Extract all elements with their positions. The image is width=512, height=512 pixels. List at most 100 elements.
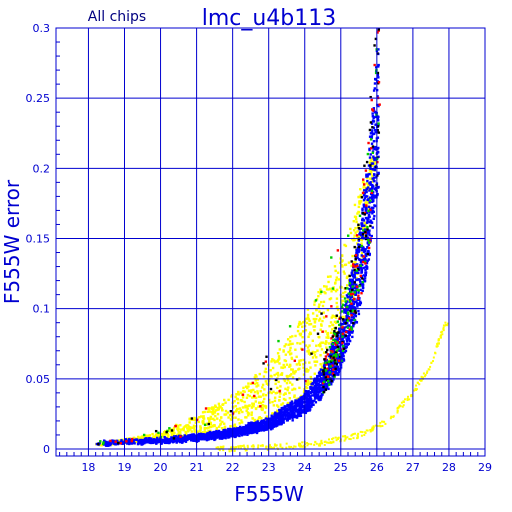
data-point [193,416,196,420]
data-point [310,383,313,386]
data-point [233,423,237,426]
data-point [194,417,198,420]
data-point [247,430,250,434]
data-point [296,325,300,328]
data-point [347,292,351,295]
data-point [269,426,272,430]
data-point [250,390,253,394]
data-point [144,435,147,438]
data-point [298,367,301,370]
data-point [359,233,363,237]
data-point [328,357,331,361]
data-point [329,356,332,359]
data-point [130,439,133,443]
data-point [228,413,232,417]
data-point [312,317,316,321]
data-point [320,439,323,442]
data-point [280,406,283,410]
data-point [360,292,363,295]
data-point [321,378,325,381]
data-point [324,388,328,391]
data-point [352,315,355,318]
data-point [199,415,203,418]
data-point [337,370,341,374]
x-tick-label: 19 [117,461,131,474]
x-tick-label: 23 [262,461,276,474]
data-point [168,427,171,430]
data-point [368,229,371,232]
data-point [313,399,316,402]
data-point [162,430,166,434]
data-point [313,354,317,357]
data-point [361,231,364,235]
data-point [372,109,375,112]
data-point [323,285,326,288]
data-point [327,383,331,386]
data-point [324,358,327,361]
data-point [358,214,362,218]
data-point [377,131,381,134]
data-point [358,284,361,288]
data-point [263,411,267,414]
data-point [279,392,282,395]
data-point [299,403,302,406]
data-point [213,432,216,435]
data-point [278,411,281,414]
data-point [368,215,371,219]
data-point [170,429,174,432]
data-point [264,427,267,430]
data-point [237,446,240,449]
data-point [365,429,368,432]
data-point [235,409,238,412]
data-point [274,391,278,395]
data-point [336,336,340,340]
data-point [322,370,325,373]
data-point [401,405,404,408]
data-point [243,400,246,404]
data-point [188,435,192,439]
data-point [210,436,214,440]
data-point [345,345,348,349]
data-point [305,367,308,371]
data-point [276,412,279,415]
data-point [253,382,257,385]
data-point [274,411,277,414]
data-point [254,407,258,411]
data-point [332,354,336,357]
data-point [264,370,268,374]
data-point [302,373,306,376]
data-point [358,231,362,234]
data-point [125,440,128,443]
data-point [144,440,147,443]
data-point [117,441,120,445]
data-point [356,251,359,254]
data-point [287,343,290,346]
data-point [317,294,320,298]
data-point [364,266,367,269]
data-point [365,204,368,207]
data-point [314,397,317,400]
data-point [271,400,274,404]
data-point [229,409,233,413]
data-point [331,350,334,353]
data-point [332,315,335,318]
data-point [285,363,289,366]
data-point [305,398,309,401]
data-point [218,404,221,408]
data-point [328,364,331,367]
data-point [372,140,376,143]
data-point [355,269,359,272]
data-point [333,320,337,324]
data-point [226,430,229,434]
data-point [406,398,409,401]
data-point [313,384,316,387]
data-point [235,393,238,396]
data-point [329,365,332,368]
data-point [302,366,305,369]
data-point [369,199,372,202]
data-point [335,314,338,317]
data-point [320,394,323,397]
data-point [259,401,263,405]
data-point [158,438,161,441]
data-point [291,419,294,422]
